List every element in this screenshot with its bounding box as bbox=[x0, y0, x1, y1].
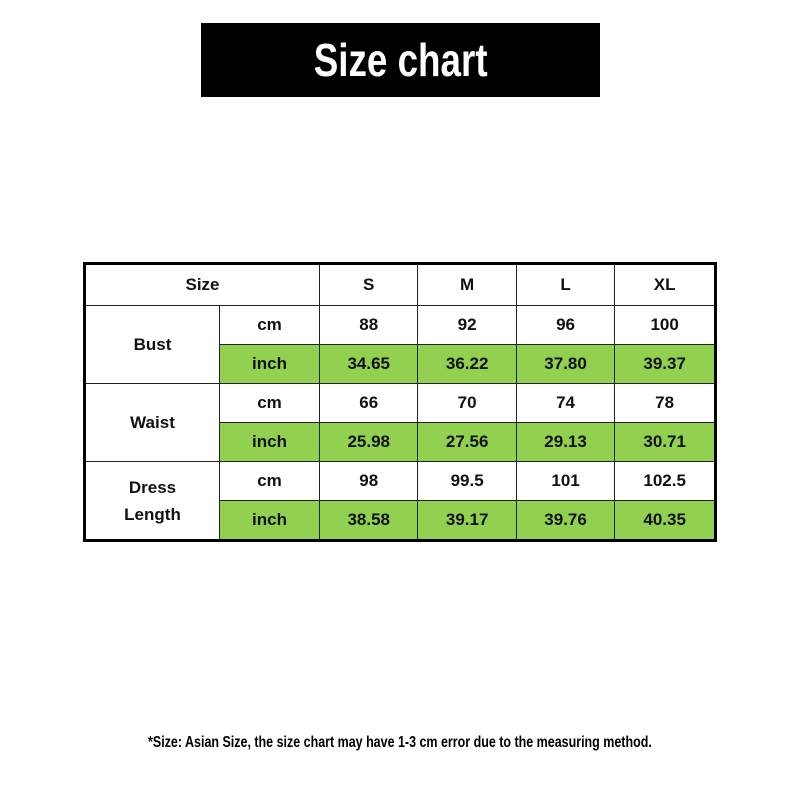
value-cell: 101 bbox=[515, 461, 616, 501]
label-line: Length bbox=[124, 504, 181, 524]
table-row: Bust cm 88 92 96 100 bbox=[84, 305, 716, 384]
value-cell: 34.65 bbox=[318, 344, 419, 384]
unit-cell: cm bbox=[219, 305, 320, 345]
table-row: inch 25.98 27.56 29.13 30.71 bbox=[85, 422, 716, 462]
header-col: M bbox=[417, 263, 517, 306]
label-line: Dress bbox=[128, 477, 177, 497]
value-cell: 99.5 bbox=[417, 461, 517, 501]
unit-cell: cm bbox=[219, 461, 320, 501]
value-cell: 92 bbox=[417, 305, 517, 345]
row-label-dress-length: Dress Length bbox=[84, 461, 220, 541]
value-cell: 100 bbox=[614, 305, 716, 345]
value-cell: 98 bbox=[318, 461, 419, 501]
header-col: S bbox=[318, 263, 419, 306]
value-cell: 30.71 bbox=[614, 422, 716, 462]
value-cell: 38.58 bbox=[318, 500, 419, 541]
footnote-text: *Size: Asian Size, the size chart may ha… bbox=[148, 734, 652, 751]
header-col: L bbox=[515, 263, 616, 306]
value-cell: 40.35 bbox=[614, 500, 716, 541]
size-chart-table: Size S M L XL Bust cm 88 92 96 100 inch … bbox=[83, 262, 717, 542]
row-label-waist: Waist bbox=[84, 383, 220, 462]
value-cell: 70 bbox=[417, 383, 517, 423]
unit-cell: cm bbox=[219, 383, 320, 423]
value-cell: 36.22 bbox=[417, 344, 517, 384]
value-cell: 39.76 bbox=[515, 500, 616, 541]
value-cell: 88 bbox=[318, 305, 419, 345]
row-label-bust: Bust bbox=[84, 305, 220, 384]
page-title: Size chart bbox=[313, 34, 488, 86]
table-row: Dress Length cm 98 99.5 101 102.5 bbox=[84, 461, 716, 541]
table-row: inch 38.58 39.17 39.76 40.35 bbox=[85, 500, 716, 541]
value-cell: 78 bbox=[614, 383, 716, 423]
value-cell: 66 bbox=[318, 383, 419, 423]
value-cell: 102.5 bbox=[614, 461, 716, 501]
unit-cell: inch bbox=[219, 344, 320, 384]
header-row: Size S M L XL bbox=[84, 263, 716, 306]
title-banner: Size chart bbox=[201, 23, 600, 97]
value-cell: 29.13 bbox=[515, 422, 616, 462]
value-cell: 39.17 bbox=[417, 500, 517, 541]
value-cell: 74 bbox=[515, 383, 616, 423]
header-size: Size bbox=[84, 263, 320, 306]
value-cell: 27.56 bbox=[417, 422, 517, 462]
table-row: inch 34.65 36.22 37.80 39.37 bbox=[85, 344, 716, 384]
footnote: *Size: Asian Size, the size chart may ha… bbox=[0, 734, 800, 752]
value-cell: 96 bbox=[515, 305, 616, 345]
unit-cell: inch bbox=[219, 422, 320, 462]
value-cell: 39.37 bbox=[614, 344, 716, 384]
value-cell: 25.98 bbox=[318, 422, 419, 462]
header-col: XL bbox=[614, 263, 716, 306]
unit-cell: inch bbox=[219, 500, 320, 541]
table-row: Waist cm 66 70 74 78 bbox=[84, 383, 716, 462]
value-cell: 37.80 bbox=[515, 344, 616, 384]
